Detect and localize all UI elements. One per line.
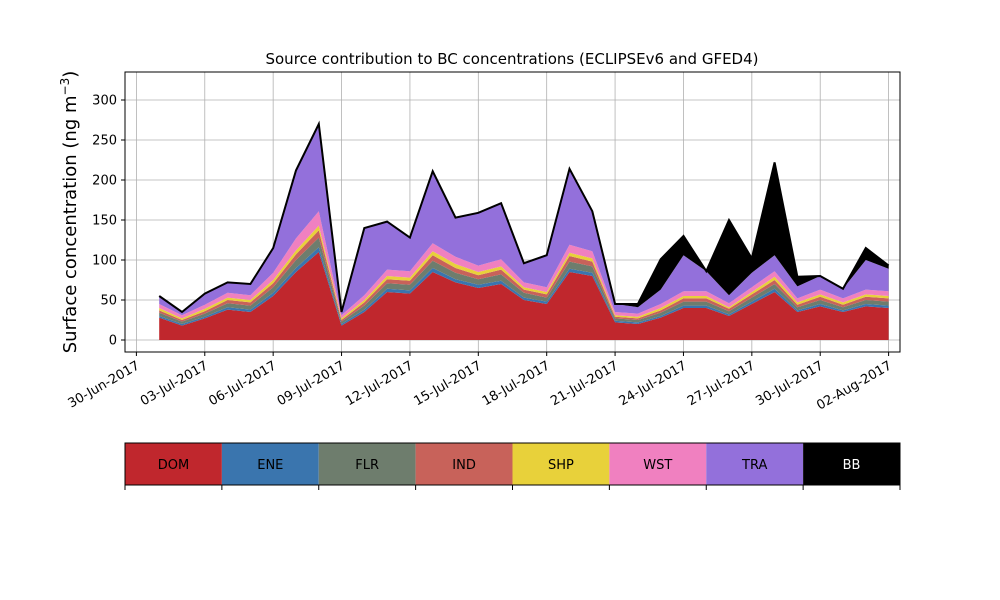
legend-label-dom: DOM bbox=[158, 458, 189, 473]
legend-label-tra: TRA bbox=[741, 458, 767, 473]
x-tick-label: 18-Jul-2017 bbox=[480, 358, 553, 409]
svg-text:Surface concentration (ng m−3): Surface concentration (ng m−3) bbox=[58, 71, 81, 354]
y-tick-label: 150 bbox=[92, 214, 117, 229]
legend-label-wst: WST bbox=[643, 458, 672, 473]
x-axis-ticks: 30-Jun-201703-Jul-201706-Jul-201709-Jul-… bbox=[66, 352, 895, 414]
legend-label-ene: ENE bbox=[257, 458, 283, 473]
legend-label-shp: SHP bbox=[548, 458, 574, 473]
legend-swatch-bb bbox=[803, 443, 900, 485]
x-tick-label: 21-Jul-2017 bbox=[548, 358, 621, 409]
legend-swatch-flr bbox=[318, 443, 416, 485]
y-tick-label: 100 bbox=[92, 254, 117, 269]
y-axis-label-close: ) bbox=[60, 71, 81, 78]
legend-label-bb: BB bbox=[843, 458, 861, 473]
area-wst bbox=[159, 211, 889, 319]
chart-title: Source contribution to BC concentrations… bbox=[265, 50, 758, 68]
legend-swatch-shp bbox=[512, 443, 610, 485]
x-tick-label: 03-Jul-2017 bbox=[138, 358, 211, 409]
legend-swatch-tra bbox=[706, 443, 804, 485]
area-tra bbox=[159, 124, 889, 316]
y-tick-label: 0 bbox=[109, 334, 117, 349]
legend: DOM ENE FLR IND SHP WST TRA BB bbox=[124, 442, 901, 490]
y-tick-label: 50 bbox=[100, 294, 117, 309]
y-axis-ticks: 0 50 100 150 200 250 300 bbox=[92, 94, 125, 349]
legend-swatch-ene bbox=[221, 443, 319, 485]
x-tick-label: 02-Aug-2017 bbox=[814, 358, 894, 413]
legend-swatch-wst bbox=[609, 443, 707, 485]
legend-label-flr: FLR bbox=[355, 458, 379, 473]
area-ene bbox=[159, 247, 889, 326]
x-tick-label: 24-Jul-2017 bbox=[617, 358, 690, 409]
plot-frame bbox=[124, 71, 901, 353]
y-tick-label: 200 bbox=[92, 174, 117, 189]
area-shp bbox=[159, 225, 889, 320]
area-dom bbox=[159, 252, 889, 340]
x-tick-label: 30-Jun-2017 bbox=[66, 358, 143, 411]
x-tick-label: 15-Jul-2017 bbox=[411, 358, 484, 409]
area-flr bbox=[159, 237, 889, 324]
y-axis-label: Surface concentration (ng m−3) bbox=[58, 71, 81, 354]
x-tick-label: 06-Jul-2017 bbox=[206, 358, 279, 409]
total-outline bbox=[158, 120, 890, 314]
y-axis-label-text: Surface concentration (ng m bbox=[60, 95, 81, 353]
area-ind bbox=[159, 230, 889, 322]
stacked-areas bbox=[159, 124, 889, 340]
x-tick-label: 27-Jul-2017 bbox=[685, 358, 758, 409]
legend-label-ind: IND bbox=[452, 458, 476, 473]
y-axis-label-exponent: −3 bbox=[58, 78, 72, 96]
total-line bbox=[158, 120, 890, 314]
x-tick-label: 12-Jul-2017 bbox=[343, 358, 416, 409]
y-tick-label: 250 bbox=[92, 134, 117, 149]
legend-swatch-dom bbox=[125, 443, 222, 485]
y-tick-label: 300 bbox=[92, 94, 117, 109]
x-tick-label: 09-Jul-2017 bbox=[275, 358, 348, 409]
legend-swatch-ind bbox=[415, 443, 513, 485]
